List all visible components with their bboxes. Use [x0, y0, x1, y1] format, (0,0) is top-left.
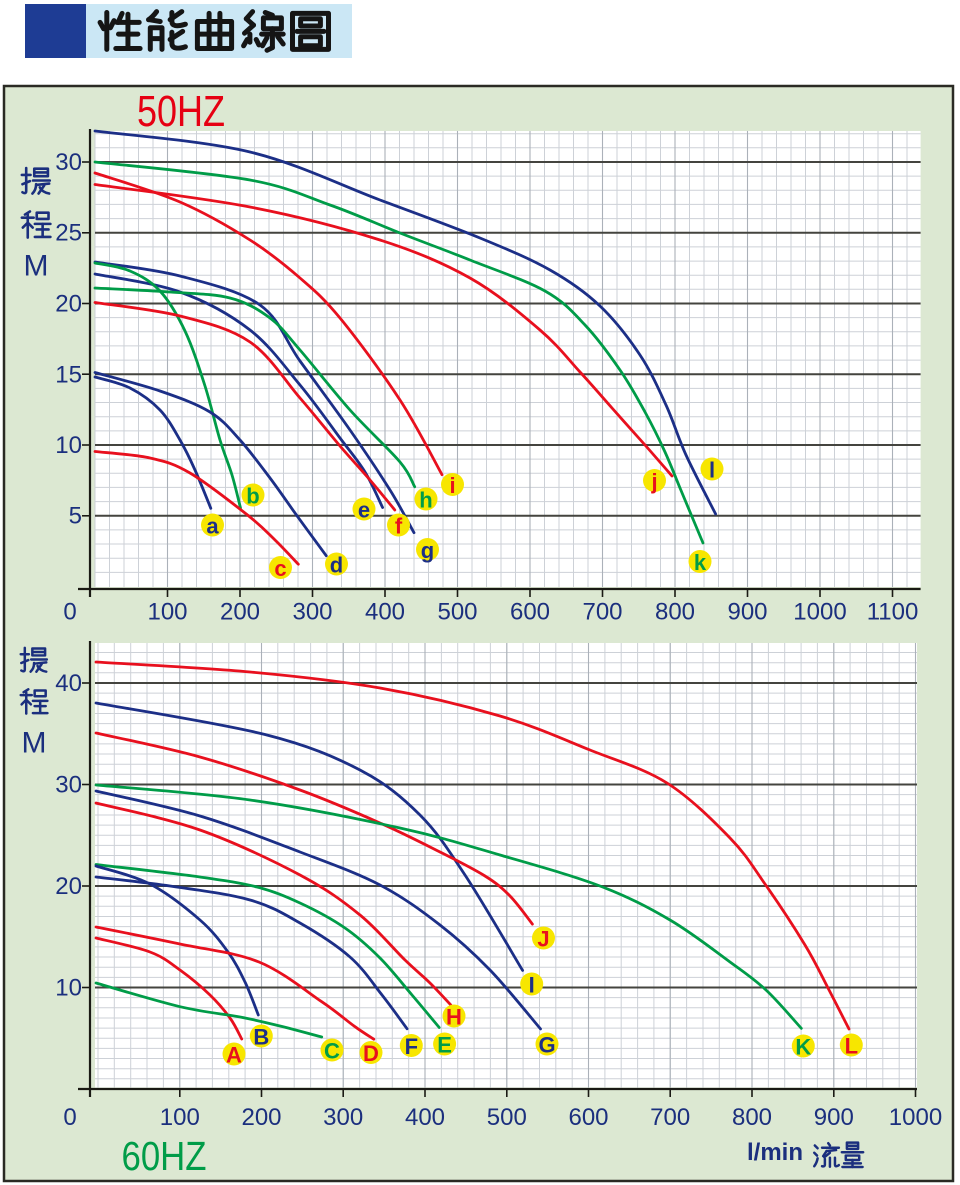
svg-text:500: 500	[437, 599, 477, 626]
svg-text:0: 0	[63, 599, 76, 626]
svg-text:H: H	[446, 1005, 462, 1030]
svg-text:a: a	[206, 514, 219, 539]
svg-text:M: M	[24, 250, 49, 283]
svg-text:300: 300	[292, 599, 332, 626]
svg-text:20: 20	[55, 291, 82, 318]
svg-text:I: I	[529, 973, 535, 998]
svg-text:60HZ: 60HZ	[122, 1133, 207, 1179]
svg-text:600: 600	[510, 599, 550, 626]
svg-text:700: 700	[650, 1104, 690, 1131]
svg-text:10: 10	[55, 975, 82, 1002]
svg-text:F: F	[405, 1034, 418, 1059]
svg-text:M: M	[22, 727, 47, 760]
svg-text:j: j	[650, 469, 657, 494]
svg-text:1100: 1100	[867, 599, 919, 626]
svg-text:1000: 1000	[889, 1104, 942, 1131]
svg-text:800: 800	[732, 1104, 772, 1131]
svg-text:800: 800	[655, 599, 695, 626]
svg-text:30: 30	[55, 772, 82, 799]
svg-text:1000: 1000	[793, 599, 846, 626]
svg-text:200: 200	[241, 1104, 281, 1131]
svg-text:J: J	[537, 927, 549, 952]
svg-text:900: 900	[727, 599, 767, 626]
svg-text:700: 700	[582, 599, 622, 626]
svg-text:D: D	[363, 1041, 379, 1066]
svg-text:c: c	[274, 556, 286, 581]
svg-text:C: C	[324, 1039, 340, 1064]
svg-text:20: 20	[55, 873, 82, 900]
svg-text:400: 400	[365, 599, 405, 626]
svg-text:b: b	[246, 484, 259, 509]
svg-text:600: 600	[568, 1104, 608, 1131]
svg-text:40: 40	[55, 670, 82, 697]
svg-text:100: 100	[160, 1104, 200, 1131]
svg-text:A: A	[226, 1043, 242, 1068]
svg-text:300: 300	[323, 1104, 363, 1131]
svg-text:E: E	[437, 1033, 452, 1058]
svg-text:15: 15	[55, 361, 82, 388]
svg-text:h: h	[419, 488, 432, 513]
svg-text:5: 5	[69, 503, 82, 530]
svg-text:0: 0	[63, 1104, 76, 1131]
svg-text:e: e	[358, 498, 370, 523]
svg-text:200: 200	[220, 599, 260, 626]
svg-text:f: f	[395, 514, 403, 539]
svg-text:L: L	[845, 1034, 858, 1059]
svg-text:G: G	[538, 1033, 555, 1058]
svg-text:k: k	[694, 550, 707, 575]
svg-text:i: i	[449, 473, 455, 498]
svg-text:900: 900	[814, 1104, 854, 1131]
svg-text:25: 25	[55, 220, 82, 247]
svg-text:B: B	[253, 1025, 269, 1050]
svg-text:10: 10	[55, 432, 82, 459]
svg-text:50HZ: 50HZ	[137, 87, 225, 136]
svg-text:g: g	[421, 538, 434, 563]
svg-text:30: 30	[55, 149, 82, 176]
svg-text:l/min: l/min	[747, 1139, 803, 1166]
svg-text:400: 400	[405, 1104, 445, 1131]
svg-text:100: 100	[147, 599, 187, 626]
svg-text:K: K	[795, 1035, 811, 1060]
svg-text:d: d	[330, 553, 343, 578]
svg-text:500: 500	[487, 1104, 527, 1131]
svg-text:l: l	[709, 458, 715, 483]
